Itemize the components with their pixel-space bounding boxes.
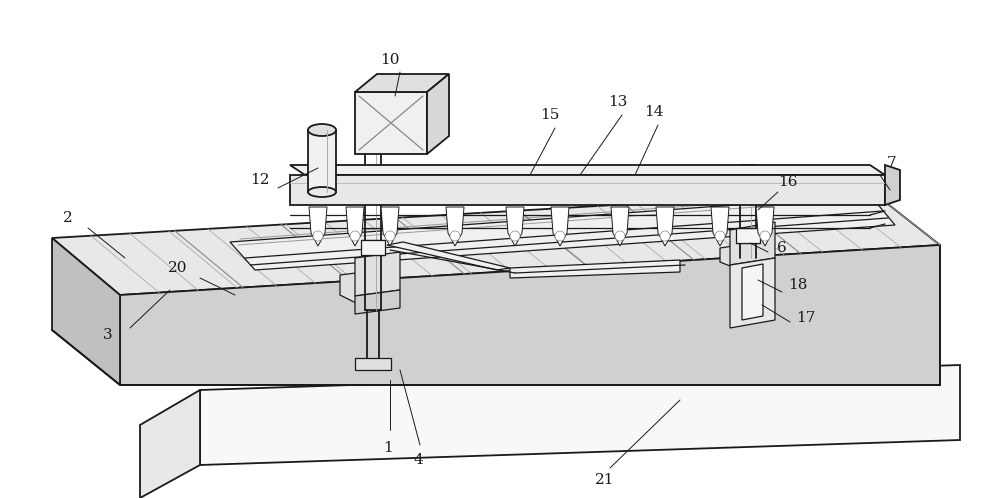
Polygon shape — [736, 228, 760, 243]
Polygon shape — [427, 74, 449, 154]
Polygon shape — [290, 175, 885, 205]
Polygon shape — [290, 165, 885, 175]
Polygon shape — [200, 365, 960, 465]
Polygon shape — [309, 207, 327, 246]
Ellipse shape — [660, 231, 670, 241]
Ellipse shape — [450, 231, 460, 241]
Ellipse shape — [308, 187, 336, 197]
Polygon shape — [611, 207, 629, 246]
Polygon shape — [711, 207, 729, 246]
Text: 18: 18 — [788, 278, 808, 292]
Polygon shape — [656, 207, 674, 246]
Polygon shape — [381, 207, 399, 246]
Text: 21: 21 — [595, 473, 615, 487]
Text: 4: 4 — [413, 453, 423, 467]
Ellipse shape — [715, 231, 725, 241]
Polygon shape — [355, 92, 427, 154]
Text: 1: 1 — [383, 441, 393, 455]
Polygon shape — [355, 252, 400, 296]
Text: 3: 3 — [103, 328, 113, 342]
Text: 2: 2 — [63, 211, 73, 225]
Ellipse shape — [308, 124, 336, 136]
Ellipse shape — [760, 231, 770, 241]
Text: 14: 14 — [644, 105, 664, 119]
Polygon shape — [551, 207, 569, 246]
Text: 17: 17 — [796, 311, 816, 325]
Polygon shape — [446, 207, 464, 246]
Polygon shape — [120, 245, 940, 385]
Polygon shape — [230, 195, 895, 270]
Polygon shape — [387, 242, 510, 270]
Text: 7: 7 — [887, 156, 897, 170]
Polygon shape — [346, 207, 364, 246]
Ellipse shape — [313, 231, 323, 241]
Ellipse shape — [385, 231, 395, 241]
Ellipse shape — [615, 231, 625, 241]
Ellipse shape — [350, 231, 360, 241]
Polygon shape — [355, 358, 391, 370]
Polygon shape — [730, 258, 775, 328]
Polygon shape — [361, 240, 385, 255]
Ellipse shape — [510, 231, 520, 241]
Polygon shape — [510, 260, 680, 278]
Polygon shape — [308, 130, 336, 192]
Polygon shape — [52, 238, 120, 385]
Text: 13: 13 — [608, 95, 628, 109]
Polygon shape — [720, 242, 760, 270]
Text: 6: 6 — [777, 241, 787, 255]
Polygon shape — [355, 74, 449, 92]
Polygon shape — [355, 290, 400, 314]
Text: 10: 10 — [380, 53, 400, 67]
Polygon shape — [885, 165, 900, 205]
Polygon shape — [140, 390, 200, 498]
Ellipse shape — [555, 231, 565, 241]
Polygon shape — [742, 264, 763, 320]
Polygon shape — [730, 222, 775, 265]
Text: 16: 16 — [778, 175, 798, 189]
Polygon shape — [756, 207, 774, 246]
Text: 15: 15 — [540, 108, 560, 122]
Polygon shape — [340, 268, 395, 305]
Polygon shape — [52, 190, 940, 295]
Text: 20: 20 — [168, 261, 188, 275]
Polygon shape — [506, 207, 524, 246]
Text: 12: 12 — [250, 173, 270, 187]
